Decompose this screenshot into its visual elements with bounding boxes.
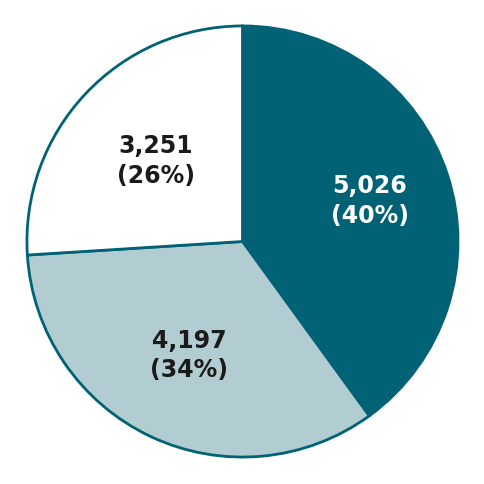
Text: 5,026
(40%): 5,026 (40%) <box>330 174 408 227</box>
Wedge shape <box>27 27 242 256</box>
Text: 3,251
(26%): 3,251 (26%) <box>117 134 195 188</box>
Wedge shape <box>27 242 368 457</box>
Wedge shape <box>242 27 457 416</box>
Text: 4,197
(34%): 4,197 (34%) <box>150 328 228 382</box>
